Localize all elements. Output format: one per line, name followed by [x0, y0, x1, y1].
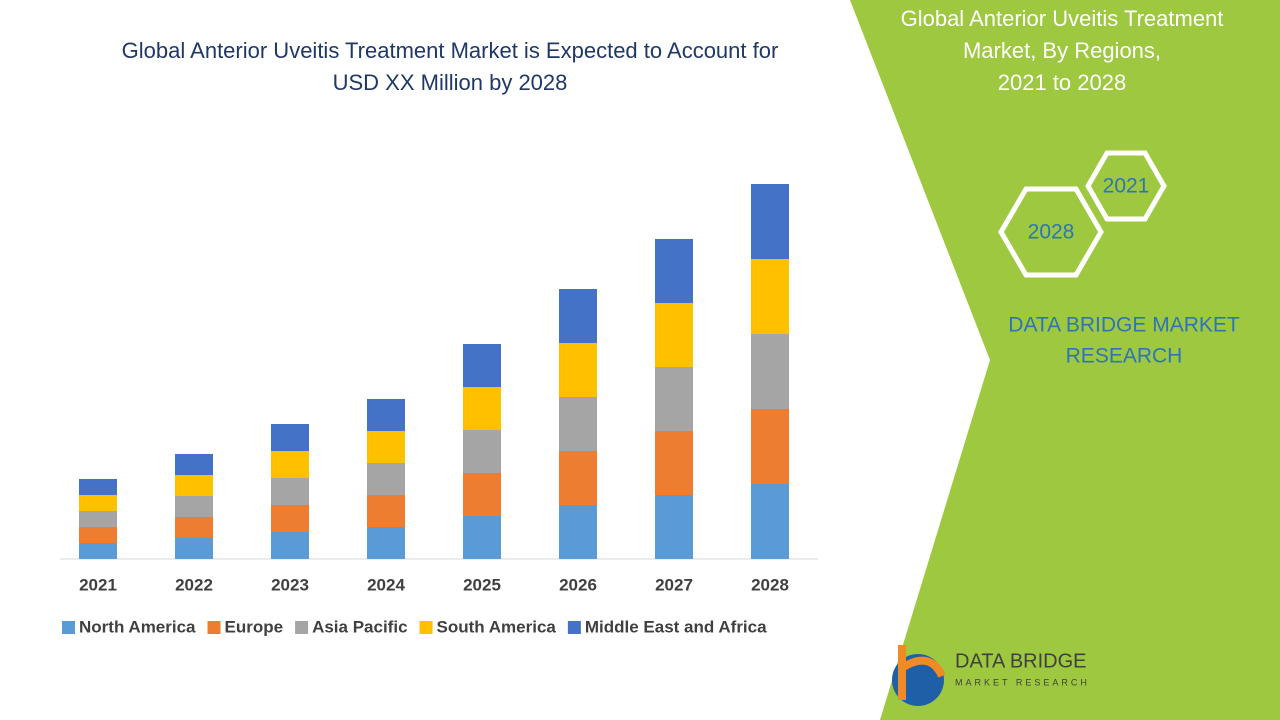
bar-segment: [271, 532, 309, 559]
legend-label: South America: [437, 617, 557, 636]
bar-segment: [367, 527, 405, 559]
bar-segment: [79, 511, 117, 527]
bar-segment: [367, 399, 405, 431]
bar-segment: [751, 334, 789, 409]
x-tick-label: 2023: [271, 575, 309, 594]
x-tick-label: 2024: [367, 575, 405, 594]
bar-segment: [79, 543, 117, 559]
bar-segment: [367, 463, 405, 495]
bar-segment: [559, 397, 597, 451]
hex-label: 2028: [1028, 221, 1075, 244]
bar-segment: [559, 505, 597, 559]
bar-segment: [463, 430, 501, 473]
chart-title: USD XX Million by 2028: [333, 70, 568, 95]
bar-segment: [751, 409, 789, 484]
x-tick-label: 2022: [175, 575, 213, 594]
bar-segment: [79, 479, 117, 495]
bar-segment: [751, 184, 789, 259]
bar-segment: [463, 344, 501, 387]
hex-label: 2021: [1103, 175, 1150, 198]
bar-segment: [463, 516, 501, 559]
bar-segment: [463, 387, 501, 430]
legend-swatch: [295, 621, 309, 634]
bar-segment: [751, 259, 789, 334]
legend-swatch: [567, 621, 581, 634]
panel-title: 2021 to 2028: [998, 70, 1126, 95]
bar-segment: [655, 495, 693, 559]
hexagon: [998, 186, 1104, 278]
legend-label: Asia Pacific: [312, 617, 407, 636]
bar-segment: [175, 538, 213, 559]
bar-segment: [655, 431, 693, 495]
panel-title: Global Anterior Uveitis Treatment: [901, 6, 1224, 31]
legend-label: Europe: [225, 617, 284, 636]
bar-segment: [175, 454, 213, 475]
legend-label: Middle East and Africa: [585, 617, 767, 636]
brand-text: DATA BRIDGE MARKET: [1008, 314, 1240, 337]
bar-segment: [79, 495, 117, 511]
x-tick-label: 2025: [463, 575, 501, 594]
bar-segment: [463, 473, 501, 516]
legend-swatch: [207, 621, 221, 634]
bar-segment: [559, 451, 597, 505]
bar-segment: [367, 431, 405, 463]
x-tick-label: 2021: [79, 575, 117, 594]
bar-segment: [559, 343, 597, 397]
bar-segment: [655, 303, 693, 367]
bar-segment: [559, 289, 597, 343]
logo-text: MARKET RESEARCH: [955, 677, 1090, 687]
legend-label: North America: [79, 617, 196, 636]
logo-icon: [898, 645, 946, 700]
bar-segment: [175, 517, 213, 538]
bar-segment: [175, 475, 213, 496]
bar-segment: [175, 496, 213, 517]
panel-title: Market, By Regions,: [963, 38, 1161, 63]
bar-segment: [655, 367, 693, 431]
x-tick-label: 2026: [559, 575, 597, 594]
bar-segment: [271, 424, 309, 451]
bar-segment: [271, 451, 309, 478]
x-tick-label: 2027: [655, 575, 693, 594]
logo-text: DATA BRIDGE: [955, 650, 1087, 672]
hexagon: [1085, 150, 1167, 222]
side-panel: [850, 0, 1280, 720]
legend-swatch: [419, 621, 433, 634]
x-tick-label: 2028: [751, 575, 789, 594]
bar-segment: [79, 527, 117, 543]
bar-segment: [271, 478, 309, 505]
bar-segment: [751, 484, 789, 559]
bar-segment: [271, 505, 309, 532]
bar-segment: [367, 495, 405, 527]
legend-swatch: [62, 621, 75, 634]
bar-segment: [655, 239, 693, 303]
brand-text: RESEARCH: [1066, 345, 1183, 368]
chart-title: Global Anterior Uveitis Treatment Market…: [122, 38, 779, 63]
